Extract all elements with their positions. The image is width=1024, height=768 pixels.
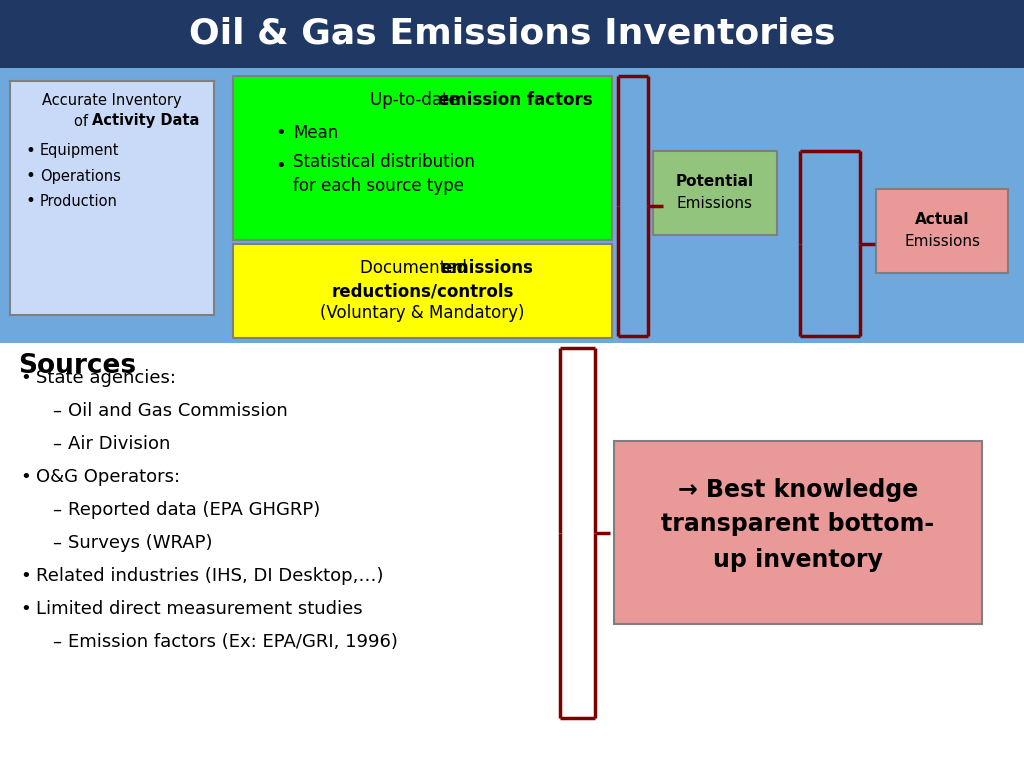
FancyBboxPatch shape [653,151,777,235]
Text: Accurate Inventory: Accurate Inventory [42,94,182,108]
Text: (Voluntary & Mandatory): (Voluntary & Mandatory) [321,304,524,322]
Text: •: • [26,167,36,185]
FancyBboxPatch shape [10,81,214,315]
Text: Activity Data: Activity Data [92,114,200,128]
Text: State agencies:: State agencies: [36,369,176,387]
Text: Actual: Actual [914,211,970,227]
Text: transparent bottom-: transparent bottom- [662,512,935,537]
Text: •: • [20,369,31,387]
Text: –: – [52,534,61,552]
Text: up inventory: up inventory [713,548,883,572]
FancyBboxPatch shape [233,76,612,240]
Text: Statistical distribution: Statistical distribution [293,153,475,171]
Text: •: • [275,124,286,142]
Text: –: – [52,402,61,420]
Text: •: • [20,567,31,585]
Text: Mean: Mean [293,124,338,142]
Text: Up-to-date: Up-to-date [370,91,464,109]
Text: Equipment: Equipment [40,144,120,158]
Text: •: • [275,157,286,175]
FancyBboxPatch shape [876,189,1008,273]
Text: –: – [52,633,61,651]
Text: –: – [52,435,61,453]
Text: for each source type: for each source type [293,177,464,195]
Text: •: • [26,142,36,160]
Text: Emissions: Emissions [904,233,980,249]
Text: of: of [74,114,92,128]
Text: Emissions: Emissions [677,196,753,210]
Text: Oil and Gas Commission: Oil and Gas Commission [68,402,288,420]
Text: Potential: Potential [676,174,754,188]
Text: Related industries (IHS, DI Desktop,…): Related industries (IHS, DI Desktop,…) [36,567,384,585]
FancyBboxPatch shape [614,441,982,624]
Text: Surveys (WRAP): Surveys (WRAP) [68,534,213,552]
Text: Emission factors (Ex: EPA/GRI, 1996): Emission factors (Ex: EPA/GRI, 1996) [68,633,398,651]
Text: •: • [26,192,36,210]
Text: •: • [20,600,31,618]
FancyBboxPatch shape [233,244,612,338]
Text: reductions/controls: reductions/controls [332,282,514,300]
Text: emission factors: emission factors [438,91,593,109]
Text: Operations: Operations [40,168,121,184]
Text: emissions: emissions [440,259,534,277]
Text: O&G Operators:: O&G Operators: [36,468,180,486]
Text: Documented: Documented [360,259,473,277]
Text: Limited direct measurement studies: Limited direct measurement studies [36,600,362,618]
Text: •: • [20,468,31,486]
FancyBboxPatch shape [0,0,1024,68]
Text: Air Division: Air Division [68,435,170,453]
Text: –: – [52,501,61,519]
Text: → Best knowledge: → Best knowledge [678,478,919,502]
Text: Production: Production [40,194,118,208]
FancyBboxPatch shape [0,68,1024,343]
Text: Reported data (EPA GHGRP): Reported data (EPA GHGRP) [68,501,321,519]
Text: Sources: Sources [18,353,136,379]
Text: Oil & Gas Emissions Inventories: Oil & Gas Emissions Inventories [188,17,836,51]
